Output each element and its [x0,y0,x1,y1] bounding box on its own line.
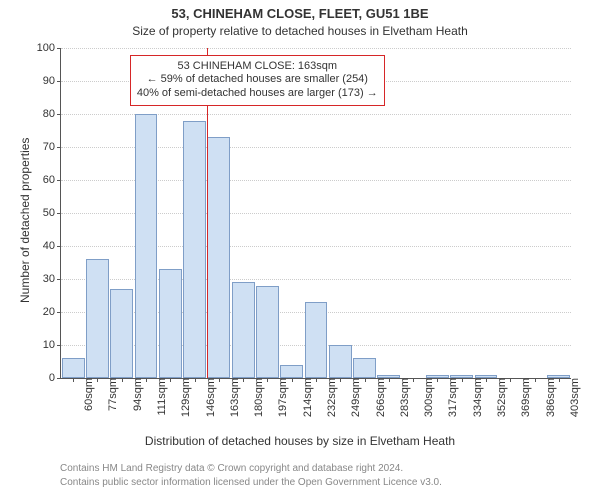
x-tick-label: 300sqm [417,378,435,417]
y-tick-label: 30 [43,273,61,285]
x-tick-label: 386sqm [539,378,557,417]
y-tick-label: 50 [43,207,61,219]
x-tick-mark [195,378,196,382]
x-tick-label: 352sqm [490,378,508,417]
y-tick-label: 40 [43,240,61,252]
x-tick-mark [219,378,220,382]
x-tick-mark [462,378,463,382]
x-tick-label: 369sqm [514,378,532,417]
x-tick-mark [510,378,511,382]
x-tick-label: 232sqm [320,378,338,417]
x-tick-mark [97,378,98,382]
x-tick-mark [559,378,560,382]
histogram-bar [159,269,182,378]
x-tick-label: 317sqm [441,378,459,417]
x-tick-mark [389,378,390,382]
y-axis-label: Number of detached properties [18,138,32,303]
x-tick-label: 266sqm [369,378,387,417]
histogram-bar [86,259,109,378]
y-tick-label: 60 [43,174,61,186]
callout-line: ← 59% of detached houses are smaller (25… [137,73,378,87]
x-tick-label: 146sqm [199,378,217,417]
x-tick-label: 111sqm [150,378,168,416]
x-tick-mark [437,378,438,382]
callout-line: 40% of semi-detached houses are larger (… [137,87,378,101]
y-tick-label: 80 [43,108,61,120]
x-tick-label: 163sqm [223,378,241,417]
chart-title: 53, CHINEHAM CLOSE, FLEET, GU51 1BE [0,6,600,21]
histogram-bar [207,137,230,378]
x-tick-label: 60sqm [77,378,95,411]
callout-line: 53 CHINEHAM CLOSE: 163sqm [137,60,378,74]
x-tick-mark [146,378,147,382]
x-tick-label: 180sqm [247,378,265,417]
figure: 53, CHINEHAM CLOSE, FLEET, GU51 1BE Size… [0,0,600,500]
x-tick-mark [486,378,487,382]
x-tick-label: 94sqm [126,378,144,411]
grid-line [61,48,571,49]
histogram-bar [232,282,255,378]
subject-callout: 53 CHINEHAM CLOSE: 163sqm← 59% of detach… [130,55,385,106]
x-tick-mark [122,378,123,382]
y-tick-label: 20 [43,306,61,318]
footer-line-1: Contains HM Land Registry data © Crown c… [60,462,600,476]
x-tick-mark [292,378,293,382]
x-tick-label: 249sqm [344,378,362,417]
footer-attribution: Contains HM Land Registry data © Crown c… [60,462,600,489]
histogram-bar [329,345,352,378]
histogram-bar [256,286,279,378]
x-tick-label: 403sqm [563,378,581,417]
x-tick-mark [73,378,74,382]
x-axis-label: Distribution of detached houses by size … [0,434,600,448]
y-tick-label: 100 [37,42,61,54]
histogram-bar [62,358,85,378]
chart-subtitle: Size of property relative to detached ho… [0,24,600,38]
x-tick-label: 214sqm [296,378,314,417]
x-tick-label: 77sqm [101,378,119,411]
histogram-bar [135,114,158,378]
x-tick-mark [170,378,171,382]
x-tick-mark [535,378,536,382]
y-tick-label: 10 [43,339,61,351]
x-tick-mark [243,378,244,382]
histogram-bar [183,121,206,378]
x-tick-label: 129sqm [174,378,192,417]
histogram-bar [353,358,376,378]
x-tick-mark [340,378,341,382]
x-tick-mark [267,378,268,382]
x-tick-label: 283sqm [393,378,411,417]
x-tick-mark [365,378,366,382]
footer-line-2: Contains public sector information licen… [60,476,600,490]
x-tick-label: 334sqm [466,378,484,417]
x-tick-mark [316,378,317,382]
y-tick-label: 0 [49,372,61,384]
histogram-bar [110,289,133,378]
y-tick-label: 90 [43,75,61,87]
plot-area: 010203040506070809010060sqm77sqm94sqm111… [60,48,571,379]
x-tick-mark [413,378,414,382]
y-tick-label: 70 [43,141,61,153]
histogram-bar [280,365,303,378]
histogram-bar [305,302,328,378]
x-tick-label: 197sqm [271,378,289,417]
